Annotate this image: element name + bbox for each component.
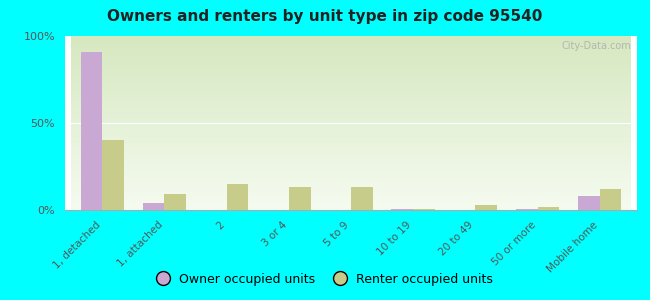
Bar [164,194,187,210]
Bar [413,209,435,210]
Bar [289,188,311,210]
Bar [475,205,497,210]
Bar [227,184,248,210]
Bar [81,52,102,210]
Legend: Owner occupied units, Renter occupied units: Owner occupied units, Renter occupied un… [151,268,499,291]
Bar [515,209,538,210]
Bar [102,140,124,210]
Bar [143,203,164,210]
Bar [600,189,621,210]
Bar [578,196,600,210]
Bar [391,209,413,210]
Bar [351,188,372,210]
Text: City-Data.com: City-Data.com [562,41,631,51]
Bar [538,207,559,210]
Text: Owners and renters by unit type in zip code 95540: Owners and renters by unit type in zip c… [107,9,543,24]
